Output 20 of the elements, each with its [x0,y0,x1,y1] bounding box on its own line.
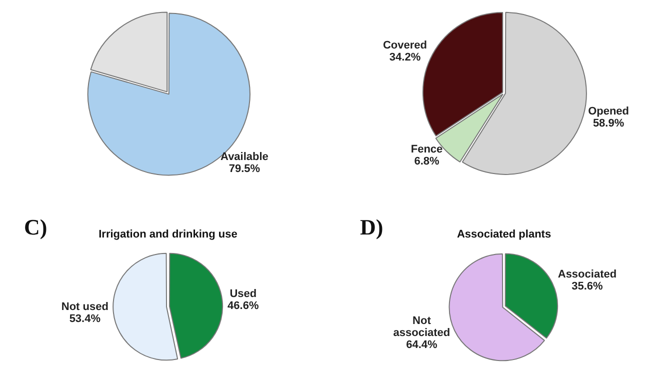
slice-label: Fence [410,143,443,156]
slice-label: Available [220,151,268,164]
data-label: 35.6% [572,280,604,292]
text: C) [24,214,48,240]
data-label: 46.6% [228,300,259,312]
slice-label: Associated [558,268,617,280]
data-label: 64.4% [406,338,438,351]
slice-label: Covered [382,39,428,52]
data-label: 6.8% [414,155,440,168]
chart-title: Associated plants [456,228,552,241]
slice-label: Used [230,288,257,300]
data-label: 58.9% [592,117,624,130]
slice-label: Not used [61,301,108,314]
slice-label: Opened [588,105,630,118]
data-label: 34.2% [389,51,421,64]
data-label: 53.4% [69,313,101,326]
data-label: 79.5% [228,163,260,176]
slice-label: Not associated [393,314,450,339]
text: D) [360,214,384,240]
chart-title: Irrigation and drinking use [98,228,238,241]
